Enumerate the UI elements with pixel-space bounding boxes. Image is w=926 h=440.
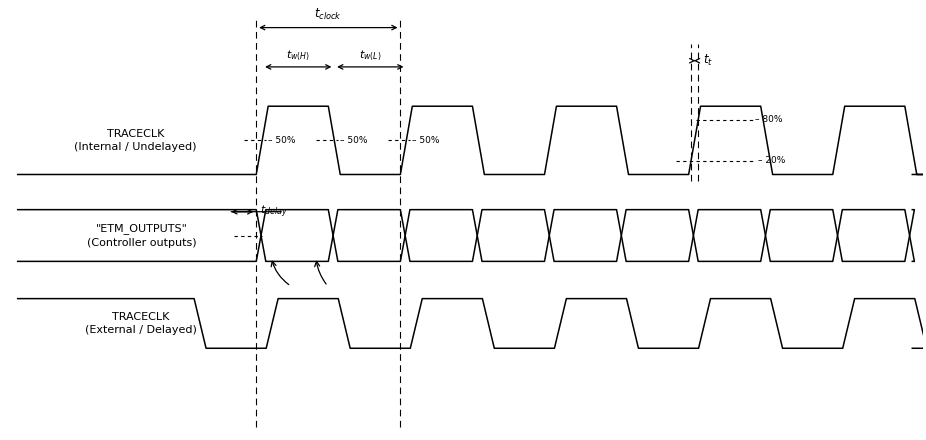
Text: – 50%: – 50%	[412, 136, 440, 145]
Text: $t_{w(L)}$: $t_{w(L)}$	[359, 48, 382, 63]
Text: TRACECLK
(External / Delayed): TRACECLK (External / Delayed)	[85, 312, 196, 335]
Text: – 50%: – 50%	[269, 136, 295, 145]
Text: $t_{delay}$: $t_{delay}$	[260, 204, 288, 220]
Text: TRACECLK
(Internal / Undelayed): TRACECLK (Internal / Undelayed)	[74, 129, 196, 152]
Text: $t_t$: $t_t$	[703, 53, 713, 68]
Text: $t_{clock}$: $t_{clock}$	[314, 7, 343, 22]
Text: – 50%: – 50%	[340, 136, 368, 145]
Text: "ETM_OUTPUTS"
(Controller outputs): "ETM_OUTPUTS" (Controller outputs)	[87, 224, 196, 248]
Text: – 20%: – 20%	[757, 156, 785, 165]
Text: $t_{w(H)}$: $t_{w(H)}$	[286, 48, 310, 63]
Text: – 80%: – 80%	[755, 115, 782, 125]
